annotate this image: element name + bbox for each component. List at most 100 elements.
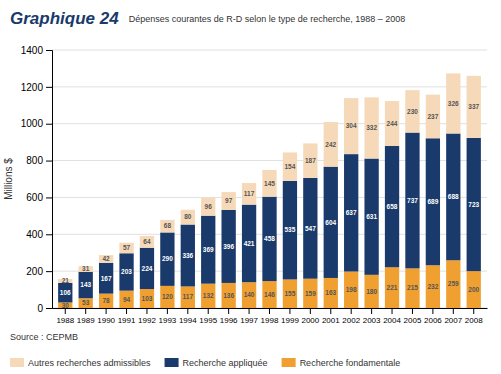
bar [99, 263, 113, 294]
grid-line [52, 86, 487, 87]
data-label: 155 [284, 290, 295, 297]
bar [201, 216, 215, 284]
data-label: 117 [244, 190, 255, 197]
bar [242, 205, 256, 283]
tick-mark [473, 308, 474, 314]
bar [283, 152, 297, 180]
data-label: 337 [468, 103, 479, 110]
tick-mark [46, 124, 52, 125]
tick: 2005 [404, 308, 422, 325]
data-label: 159 [305, 290, 316, 297]
tick: 1993 [158, 308, 176, 325]
bar [324, 278, 338, 308]
bar [119, 253, 133, 290]
data-label: 106 [60, 289, 71, 296]
bar [79, 272, 93, 298]
bar [140, 289, 154, 308]
bar [201, 198, 215, 216]
legend-swatch [282, 358, 296, 367]
data-label: 78 [103, 297, 111, 304]
data-label: 80 [184, 213, 192, 220]
bar [446, 133, 460, 260]
tick-mark [106, 308, 107, 314]
tick: 2006 [424, 308, 442, 325]
data-label: 737 [407, 197, 418, 204]
bar [405, 90, 419, 132]
tick: 2003 [363, 308, 381, 325]
tick-label: 2002 [342, 316, 360, 325]
annotation: Source : CEPMB [10, 332, 78, 342]
data-label: 180 [366, 288, 377, 295]
tick-label: 1990 [97, 316, 115, 325]
data-label: 163 [325, 289, 336, 296]
data-label: 304 [346, 122, 357, 129]
data-label: 146 [264, 291, 275, 298]
tick: 1991 [118, 308, 136, 325]
tick: 1994 [179, 308, 197, 325]
bar [283, 181, 297, 280]
bar [58, 283, 72, 303]
data-label: 200 [468, 286, 479, 293]
data-label: 421 [244, 240, 255, 247]
data-label: 604 [325, 219, 336, 226]
tick: 1996 [220, 308, 238, 325]
bar [467, 271, 481, 308]
data-label: 244 [387, 120, 398, 127]
bar [262, 170, 276, 197]
tick-label: 400 [26, 229, 43, 240]
tick: 1999 [281, 308, 299, 325]
tick-mark [146, 308, 147, 314]
tick-label: 2007 [444, 316, 462, 325]
data-label: 535 [284, 226, 295, 233]
bar [140, 236, 154, 248]
tick-mark [187, 308, 188, 314]
bar [344, 154, 358, 271]
tick-mark [351, 308, 352, 314]
tick-label: 1996 [220, 316, 238, 325]
bar [446, 260, 460, 308]
tick-mark [269, 308, 270, 314]
data-label: 637 [346, 209, 357, 216]
tick-label: 600 [26, 192, 43, 203]
bar [303, 143, 317, 177]
tick-label: 2006 [424, 316, 442, 325]
bar [140, 248, 154, 289]
tick-label: 1994 [179, 316, 197, 325]
tick-label: 1992 [138, 316, 156, 325]
bar [262, 197, 276, 281]
data-label: 96 [205, 203, 213, 210]
data-label: 57 [123, 244, 131, 251]
tick: 2000 [301, 308, 319, 325]
data-label: 97 [225, 197, 233, 204]
legend-label: Recherche appliquée [183, 358, 268, 368]
subtitle: Dépenses courantes de R-D selon le type … [129, 14, 406, 24]
tick-label: 1995 [199, 316, 217, 325]
tick: 2007 [444, 308, 462, 325]
tick-mark [330, 308, 331, 314]
bar [242, 183, 256, 205]
tick-mark [392, 308, 393, 314]
tick-label: 1999 [281, 316, 299, 325]
bar [160, 220, 174, 233]
data-label: 68 [164, 222, 172, 229]
data-label: 230 [407, 108, 418, 115]
data-label: 117 [183, 293, 194, 300]
bar [79, 298, 93, 308]
bar [119, 243, 133, 254]
tick-mark [126, 308, 127, 314]
tick-mark [310, 308, 311, 314]
bar [467, 138, 481, 271]
tick: 1990 [97, 308, 115, 325]
tick-label: 2000 [301, 316, 319, 325]
bar [58, 302, 72, 308]
legend-item: Recherche fondamentale [282, 358, 401, 368]
tick-label: 1989 [77, 316, 95, 325]
data-label: 547 [305, 225, 316, 232]
data-label: 132 [203, 292, 214, 299]
tick-mark [432, 308, 433, 314]
tick-mark [208, 308, 209, 314]
legend-swatch [10, 358, 24, 367]
x-axis: 1988198919901991199219931994199519961997… [53, 308, 488, 325]
bar [119, 291, 133, 308]
bars [58, 73, 481, 308]
